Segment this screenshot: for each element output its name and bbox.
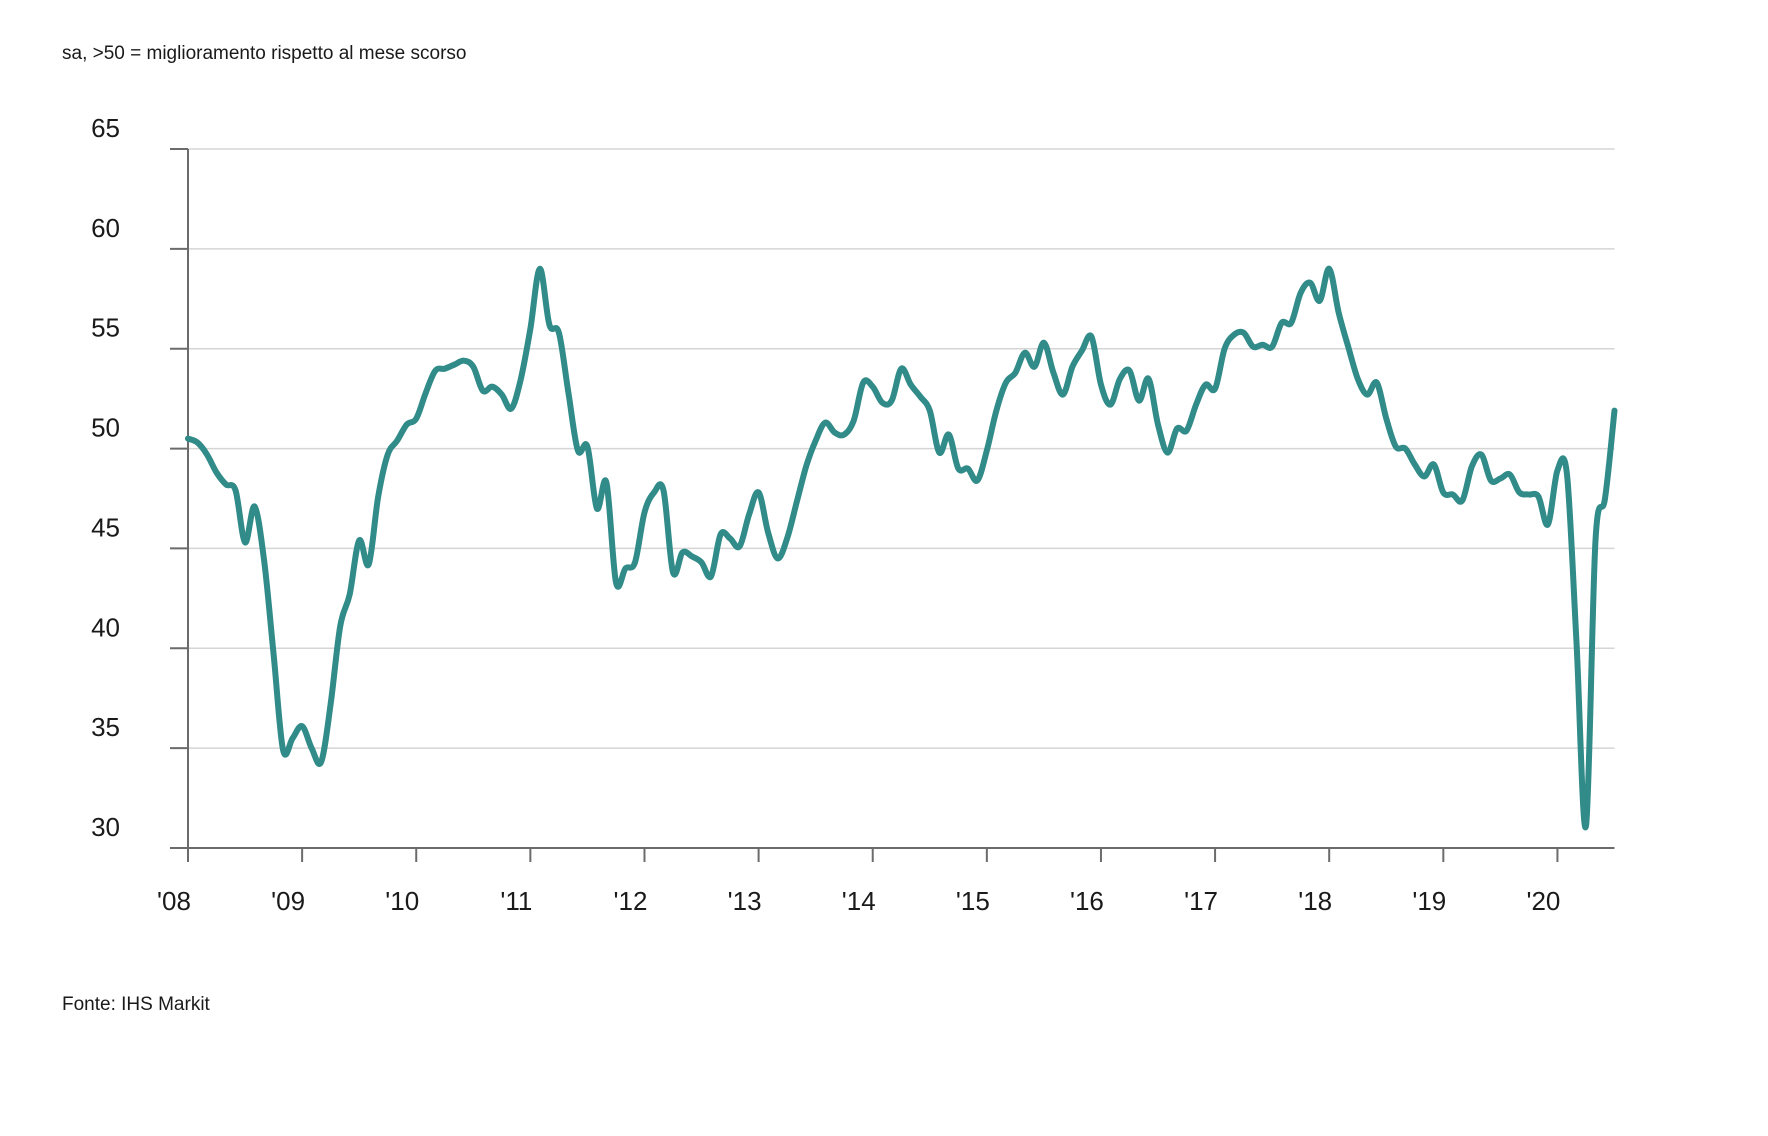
x-axis-label-'19: '19: [1412, 886, 1446, 916]
x-axis-label-'16: '16: [1070, 886, 1104, 916]
x-axis-label-'09: '09: [271, 886, 305, 916]
y-axis-label-50: 50: [91, 413, 120, 443]
x-axis-label-'11: '11: [500, 886, 532, 916]
y-axis-label-60: 60: [91, 213, 120, 243]
pmi-data-line: [185, 265, 1618, 831]
y-axis-label-30: 30: [91, 812, 120, 842]
x-axis-label-'17: '17: [1184, 886, 1218, 916]
chart-subtitle: sa, >50 = miglioramento rispetto al mese…: [62, 43, 467, 64]
y-axis-label-45: 45: [91, 512, 120, 542]
y-axis-label-55: 55: [91, 313, 120, 343]
x-axis-label-'15: '15: [956, 886, 990, 916]
x-axis-label-'12: '12: [614, 886, 648, 916]
x-axis-label-'20: '20: [1526, 886, 1560, 916]
x-axis-label-'10: '10: [385, 886, 419, 916]
x-axis-label-'08: '08: [157, 886, 191, 916]
x-axis-label-'13: '13: [728, 886, 762, 916]
x-axis-label-'18: '18: [1298, 886, 1332, 916]
x-axis-label-'14: '14: [842, 886, 876, 916]
chart-source: Fonte: IHS Markit: [62, 994, 210, 1015]
y-axis-label-35: 35: [91, 712, 120, 742]
y-axis-label-40: 40: [91, 612, 120, 642]
y-axis-label-65: 65: [91, 113, 120, 143]
